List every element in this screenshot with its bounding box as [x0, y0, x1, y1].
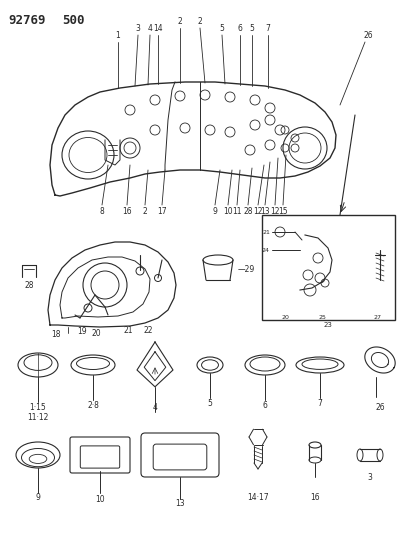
Text: 9: 9 — [213, 207, 217, 216]
Text: 12: 12 — [253, 207, 263, 216]
Text: 14: 14 — [153, 24, 163, 33]
Text: 4: 4 — [147, 24, 152, 33]
Text: 19: 19 — [77, 327, 87, 336]
Text: 2: 2 — [143, 207, 147, 216]
Text: 15: 15 — [278, 207, 288, 216]
Text: 4: 4 — [153, 403, 158, 412]
Text: 16: 16 — [122, 207, 132, 216]
Text: 28: 28 — [24, 281, 34, 290]
Text: 23: 23 — [324, 322, 333, 328]
Text: 11·12: 11·12 — [27, 413, 49, 422]
Text: 3: 3 — [368, 473, 373, 482]
Text: 8: 8 — [100, 207, 104, 216]
Bar — [262, 215, 395, 320]
Text: 500: 500 — [62, 14, 85, 27]
Text: 20: 20 — [281, 315, 289, 320]
Text: 26: 26 — [375, 403, 385, 412]
Text: 17: 17 — [157, 207, 167, 216]
Text: 5: 5 — [249, 24, 254, 33]
Text: 1·15: 1·15 — [30, 403, 47, 412]
Text: 25: 25 — [318, 315, 326, 320]
Text: 21: 21 — [123, 326, 133, 335]
Text: 5: 5 — [220, 24, 224, 33]
Text: 92769: 92769 — [8, 14, 45, 27]
Text: 13: 13 — [260, 207, 270, 216]
Text: 11: 11 — [232, 207, 242, 216]
Text: 1: 1 — [115, 31, 120, 40]
Text: 10: 10 — [223, 207, 233, 216]
Text: 24: 24 — [262, 247, 270, 253]
Text: 3: 3 — [136, 24, 141, 33]
Text: 26: 26 — [363, 31, 373, 40]
Text: 7: 7 — [318, 399, 322, 408]
Text: 7: 7 — [266, 24, 271, 33]
Text: 18: 18 — [51, 330, 61, 339]
Text: 28: 28 — [243, 207, 253, 216]
Text: 2: 2 — [198, 17, 202, 26]
Text: 22: 22 — [143, 326, 153, 335]
Text: 21: 21 — [262, 230, 270, 236]
Text: 2: 2 — [178, 17, 182, 26]
Text: 14·17: 14·17 — [247, 493, 269, 502]
Text: 2·8: 2·8 — [87, 401, 99, 410]
Text: 12: 12 — [270, 207, 280, 216]
Text: 16: 16 — [310, 493, 320, 502]
Text: 6: 6 — [262, 401, 267, 410]
Text: —29: —29 — [238, 265, 255, 274]
Text: 9: 9 — [36, 493, 41, 502]
Text: 27: 27 — [374, 315, 382, 320]
Text: 20: 20 — [91, 329, 101, 338]
Text: 6: 6 — [238, 24, 243, 33]
Text: 5: 5 — [207, 399, 213, 408]
Text: 10: 10 — [95, 495, 105, 504]
Text: 13: 13 — [175, 499, 185, 508]
